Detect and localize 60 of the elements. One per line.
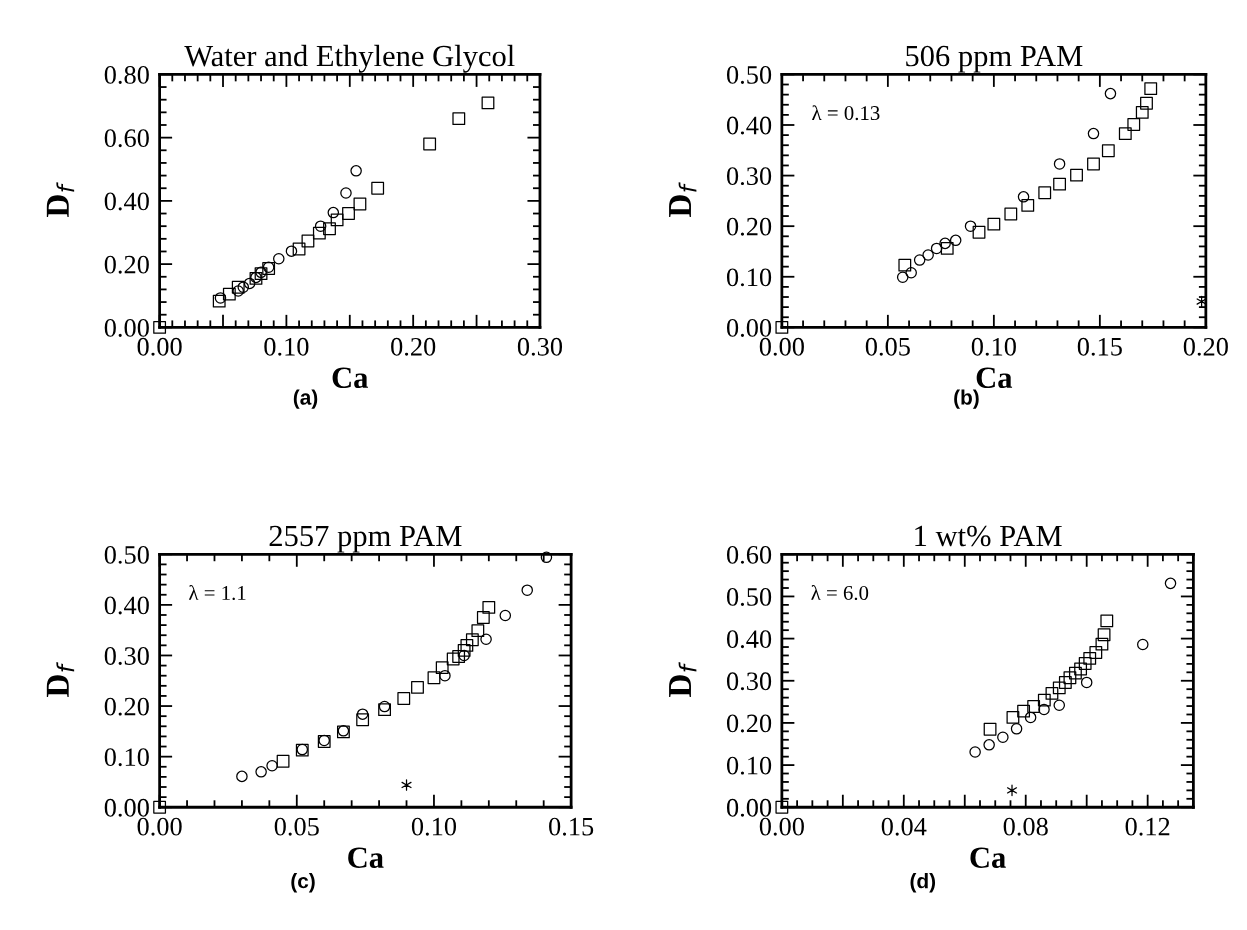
y-axis-title: D$_{f}$: [669, 662, 697, 697]
y-tick-label: 0.20: [726, 714, 772, 733]
x-tick-label: 0.12: [1125, 817, 1170, 836]
y-tick-label: 0.20: [104, 697, 149, 716]
x-tick-label: 0.20: [391, 337, 436, 356]
text: (a): [293, 389, 318, 409]
x-tick-label: 0.04: [881, 817, 927, 836]
y-axis-title: D$_{f}$: [46, 182, 75, 218]
y-tick-label: 0.50: [726, 588, 772, 606]
x-tick-label: 0.08: [1003, 817, 1048, 836]
text: (b): [954, 389, 979, 409]
x-tick-label: 0.00: [759, 817, 804, 836]
annotation: λ = 6.0: [811, 585, 869, 601]
x-tick-label: 0.15: [549, 817, 594, 836]
x-axis-title: Ca: [976, 367, 1013, 389]
y-tick-label: 0.60: [726, 545, 772, 564]
chart-title: 2557 ppm PAM: [269, 525, 462, 553]
y-tick-label: 0.00: [104, 798, 149, 817]
y-tick-label: 0.50: [726, 66, 772, 84]
x-axis-title: Ca: [332, 367, 368, 389]
chart-title: 506 ppm PAM: [906, 45, 1083, 73]
x-tick-label: 0.00: [137, 337, 182, 356]
x-tick-label: 0.30: [517, 337, 563, 356]
annotation: λ = 1.1: [188, 585, 246, 601]
text: (c): [291, 873, 315, 893]
y-tick-label: 0.50: [104, 545, 149, 564]
x-tick-label: 0.00: [137, 817, 182, 836]
x-tick-label: 0.20: [1183, 337, 1228, 356]
x-tick-label: 0.15: [1077, 337, 1122, 356]
x-axis-title: Ca: [348, 847, 384, 868]
y-tick-label: 0.30: [726, 672, 772, 691]
x-tick-label: 0.00: [759, 337, 804, 356]
x-tick-label: 0.10: [411, 817, 457, 836]
y-tick-label: 0.40: [104, 192, 149, 211]
text: (d): [910, 873, 936, 893]
y-tick-label: 0.10: [726, 268, 772, 287]
y-tick-label: 0.40: [726, 630, 772, 649]
chart-title: 1 wt% PAM: [915, 525, 1062, 547]
y-tick-label: 0.40: [104, 596, 149, 615]
y-tick-label: 0.80: [104, 66, 149, 84]
y-axis-title: D$_{f}$: [46, 662, 75, 697]
y-tick-label: 0.20: [726, 217, 772, 236]
chart-title: Water and Ethylene Glycol: [184, 44, 515, 73]
y-tick-label: 0.00: [726, 318, 772, 337]
y-tick-label: 0.30: [104, 647, 149, 665]
x-axis-title: Ca: [970, 847, 1006, 868]
y-tick-label: 0.10: [104, 748, 149, 767]
y-tick-label: 0.10: [726, 756, 772, 775]
y-tick-label: 0.60: [104, 129, 149, 148]
y-tick-label: 0.00: [104, 318, 149, 337]
y-tick-label: 0.40: [726, 116, 772, 135]
x-tick-label: 0.05: [865, 337, 910, 356]
x-tick-label: 0.05: [274, 817, 319, 836]
y-axis-title: D$_{f}$: [669, 182, 697, 218]
y-tick-label: 0.00: [726, 798, 772, 817]
x-tick-label: 0.10: [971, 337, 1016, 356]
x-tick-label: 0.10: [264, 337, 309, 356]
y-tick-label: 0.20: [104, 255, 149, 274]
annotation: λ = 0.13: [812, 105, 880, 121]
y-tick-label: 0.30: [726, 167, 772, 186]
